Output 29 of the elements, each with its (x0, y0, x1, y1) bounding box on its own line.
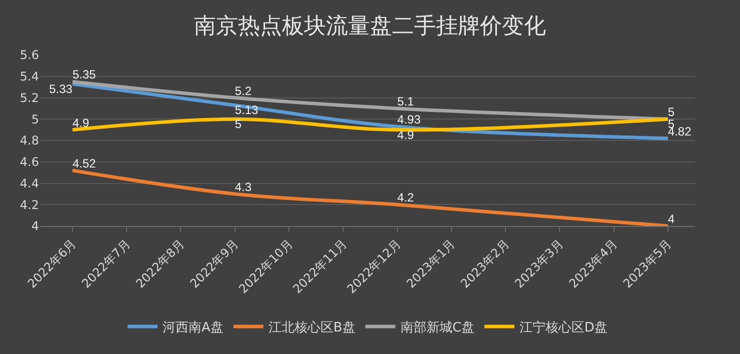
y-tick-label: 4.6 (20, 155, 39, 170)
data-label: 4.3 (234, 180, 252, 194)
data-label: 5.33 (49, 82, 73, 96)
y-tick-label: 4.2 (20, 198, 39, 212)
y-tick-label: 5.2 (20, 90, 39, 105)
data-label: 5.2 (234, 84, 252, 98)
y-tick-label: 5.4 (20, 70, 39, 84)
legend-label: 江北核心区B盘 (268, 320, 356, 336)
legend-label: 江宁核心区D盘 (519, 320, 608, 336)
data-label: 5.35 (72, 68, 96, 82)
y-tick-label: 4 (31, 219, 39, 234)
data-label: 4.2 (397, 190, 414, 205)
y-tick-label: 5.6 (20, 48, 39, 62)
data-label: 5 (668, 105, 675, 120)
y-tick-label: 4.8 (20, 134, 39, 148)
data-label: 4.9 (72, 116, 90, 130)
data-label: 4 (668, 212, 675, 226)
legend-label: 南部新城C盘 (400, 320, 474, 336)
legend-label: 河西南A盘 (162, 320, 224, 336)
data-label: 4.93 (397, 112, 421, 127)
data-label: 4.52 (72, 156, 96, 170)
data-label: 4.9 (397, 128, 414, 142)
chart-title: 南京热点板块流量盘二手挂牌价变化 (194, 14, 546, 40)
line-series (70, 82, 670, 140)
y-tick-label: 5 (31, 112, 39, 126)
data-label: 5 (234, 117, 242, 132)
line-series (70, 168, 670, 226)
y-tick-label: 4.4 (20, 176, 39, 190)
data-label: 5.1 (397, 94, 414, 108)
